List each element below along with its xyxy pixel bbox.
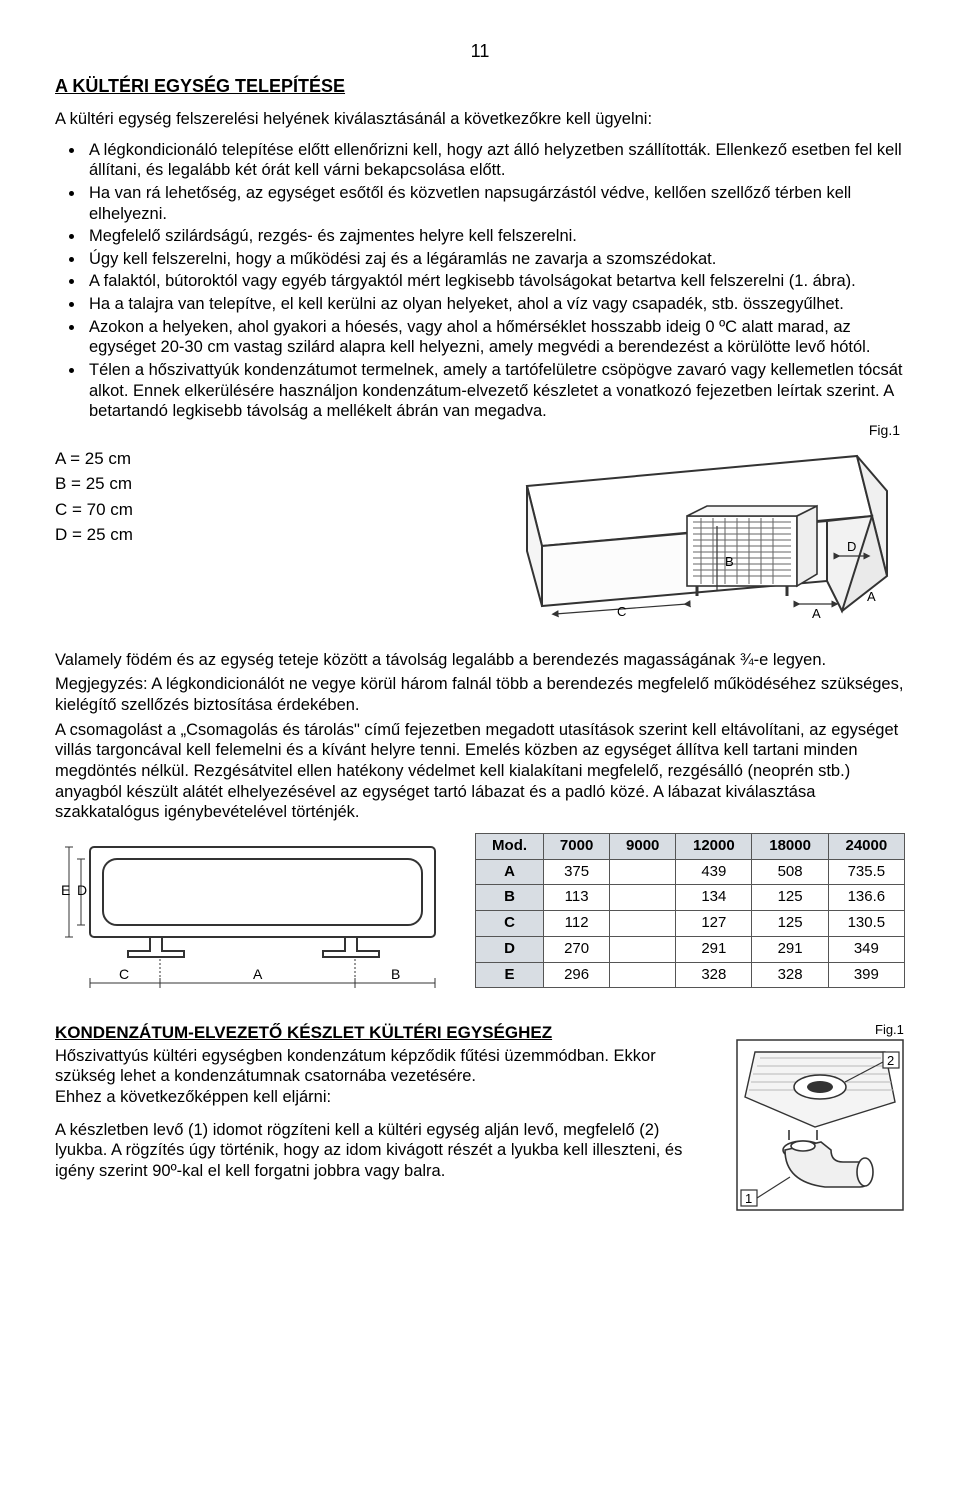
row-label: E (476, 962, 544, 988)
label-c: C (617, 604, 626, 619)
intro-paragraph: A kültéri egység felszerelési helyének k… (55, 109, 905, 130)
drain-fitting-diagram: Fig.1 2 (735, 1022, 905, 1218)
table-row: A375 439508735.5 (476, 859, 905, 885)
table-cell (610, 962, 676, 988)
table-cell: 328 (752, 962, 828, 988)
row-label: D (476, 936, 544, 962)
drawing-label-e: E (61, 882, 70, 898)
dim-line: A = 25 cm (55, 446, 133, 472)
bullet-item: Ha van rá lehetőség, az egységet esőtől … (85, 183, 905, 224)
bullet-list: A légkondicionáló telepítése előtt ellen… (55, 140, 905, 422)
drawing-label-d: D (77, 882, 87, 898)
paragraph: A készletben levő (1) idomot rögzíteni k… (55, 1120, 715, 1182)
specification-table: Mod. 7000 9000 12000 18000 24000 A375 439… (475, 833, 905, 989)
section-title: A KÜLTÉRI EGYSÉG TELEPÍTÉSE (55, 75, 905, 98)
table-cell: 349 (828, 936, 904, 962)
table-cell: 375 (544, 859, 610, 885)
bullet-item: A légkondicionáló telepítése előtt ellen… (85, 140, 905, 181)
label-b: B (725, 554, 734, 569)
table-cell: 508 (752, 859, 828, 885)
dim-line: C = 70 cm (55, 497, 133, 523)
table-cell (610, 859, 676, 885)
clearance-diagram: Fig.1 (173, 436, 905, 626)
figure-label: Fig.1 (869, 422, 900, 440)
paragraph: Megjegyzés: A légkondicionálót ne vegye … (55, 674, 905, 715)
table-header: 12000 (676, 833, 752, 859)
paragraph: Ehhez a következőképpen kell eljárni: (55, 1087, 715, 1108)
table-cell: 296 (544, 962, 610, 988)
bullet-item: Megfelelő szilárdságú, rezgés- és zajmen… (85, 226, 905, 247)
paragraph: Hőszivattyús kültéri egységben kondenzát… (55, 1047, 656, 1086)
figure-label: Fig.1 (875, 1022, 904, 1037)
table-row: E296328328399 (476, 962, 905, 988)
table-cell: 113 (544, 885, 610, 911)
drawing-label-a: A (253, 966, 263, 982)
table-cell: 125 (752, 911, 828, 937)
table-cell: 125 (752, 885, 828, 911)
table-header-row: Mod. 7000 9000 12000 18000 24000 (476, 833, 905, 859)
table-cell: 399 (828, 962, 904, 988)
paragraph: A csomagolást a „Csomagolás és tárolás" … (55, 720, 905, 823)
table-cell (610, 911, 676, 937)
paragraph: Valamely födém és az egység teteje közöt… (55, 650, 905, 671)
table-cell: 136.6 (828, 885, 904, 911)
table-row: B113 134125136.6 (476, 885, 905, 911)
condensate-kit-title: KONDENZÁTUM-ELVEZETŐ KÉSZLET KÜLTÉRI EGY… (55, 1022, 715, 1043)
row-label: A (476, 859, 544, 885)
clearance-dimensions: A = 25 cm B = 25 cm C = 70 cm D = 25 cm (55, 436, 133, 548)
label-a2: A (867, 589, 876, 604)
bullet-item: Úgy kell felszerelni, hogy a működési za… (85, 249, 905, 270)
table-cell: 112 (544, 911, 610, 937)
table-cell: 735.5 (828, 859, 904, 885)
row-label: C (476, 911, 544, 937)
dim-line: D = 25 cm (55, 522, 133, 548)
label-d: D (847, 539, 856, 554)
table-cell: 270 (544, 936, 610, 962)
bullet-item: Ha a talajra van telepítve, el kell kerü… (85, 294, 905, 315)
table-cell: 134 (676, 885, 752, 911)
callout-1: 1 (745, 1191, 752, 1206)
table-cell: 291 (676, 936, 752, 962)
table-header: Mod. (476, 833, 544, 859)
base-dimension-drawing: E D C A B (55, 833, 455, 999)
dim-line: B = 25 cm (55, 471, 133, 497)
table-cell (610, 936, 676, 962)
table-header: 18000 (752, 833, 828, 859)
table-header: 9000 (610, 833, 676, 859)
table-row: C112 127125130.5 (476, 911, 905, 937)
drawing-label-b: B (391, 966, 400, 982)
bullet-item: Télen a hőszivattyúk kondenzátumot terme… (85, 360, 905, 422)
table-cell: 328 (676, 962, 752, 988)
table-header: 7000 (544, 833, 610, 859)
bullet-item: A falaktól, bútoroktól vagy egyéb tárgya… (85, 271, 905, 292)
label-a: A (812, 606, 821, 621)
drawing-label-c: C (119, 966, 129, 982)
table-cell: 127 (676, 911, 752, 937)
row-label: B (476, 885, 544, 911)
bullet-item: Azokon a helyeken, ahol gyakori a hóesés… (85, 317, 905, 358)
table-cell: 130.5 (828, 911, 904, 937)
table-cell: 439 (676, 859, 752, 885)
callout-2: 2 (887, 1053, 894, 1068)
table-cell (610, 885, 676, 911)
table-header: 24000 (828, 833, 904, 859)
table-row: D270291291349 (476, 936, 905, 962)
table-cell: 291 (752, 936, 828, 962)
page-number: 11 (55, 40, 905, 63)
